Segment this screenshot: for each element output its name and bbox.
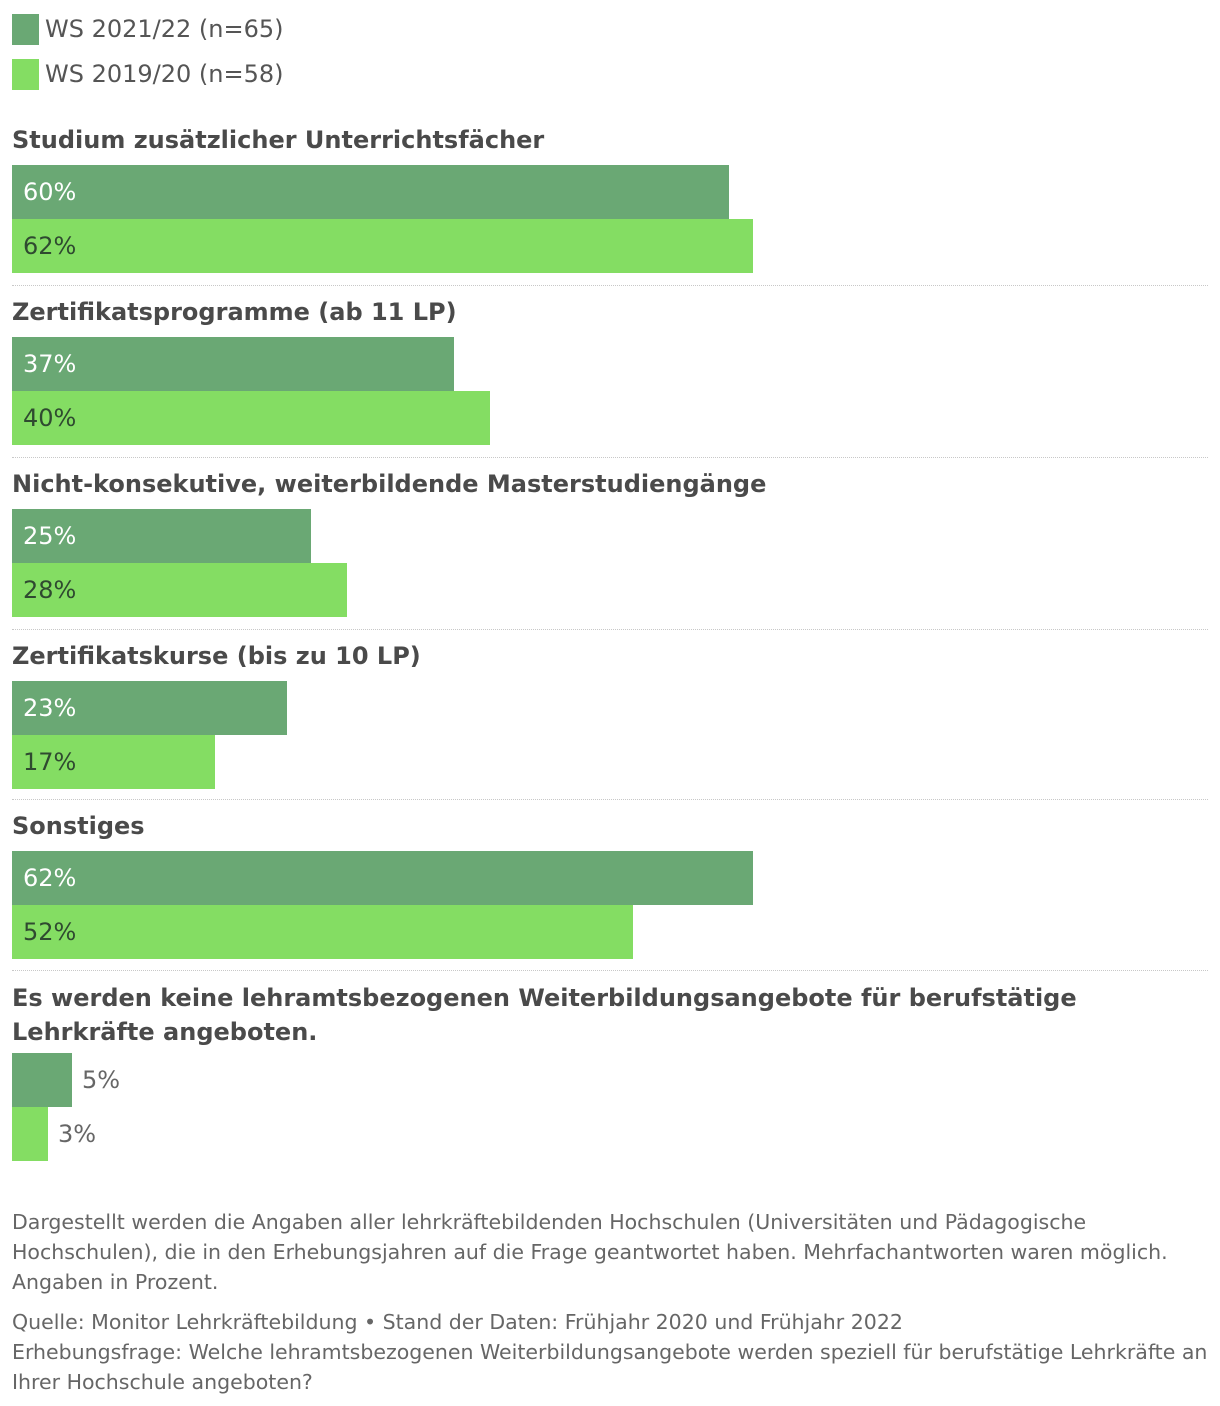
category-label: Sonstiges	[12, 812, 145, 840]
group-divider	[12, 629, 1208, 630]
group-divider	[12, 970, 1208, 971]
group-divider	[12, 285, 1208, 286]
bar-value-label: 5%	[82, 1066, 121, 1094]
legend-swatch-2019	[12, 58, 39, 90]
legend-label: WS 2019/20 (n=58)	[45, 60, 284, 88]
legend-label: WS 2021/22 (n=65)	[45, 15, 284, 43]
bar-value-label: 23%	[23, 694, 77, 722]
bar-value-label: 25%	[23, 522, 77, 550]
bar-ws-2021-22[interactable]	[12, 1053, 72, 1107]
bar-value-label: 62%	[23, 864, 77, 892]
legend-item-ws-2021-22[interactable]: WS 2021/22 (n=65)	[12, 12, 284, 46]
bar-ws-2019-20[interactable]	[12, 563, 347, 617]
bar-ws-2021-22[interactable]	[12, 165, 729, 219]
category-label: Nicht-konsekutive, weiterbildende Master…	[12, 470, 767, 498]
bar-ws-2021-22[interactable]	[12, 337, 454, 391]
bar-ws-2019-20[interactable]	[12, 219, 753, 273]
category-label: Zertifikatskurse (bis zu 10 LP)	[12, 642, 421, 670]
chart-description: Dargestellt werden die Angaben aller leh…	[12, 1210, 1168, 1294]
bar-ws-2019-20[interactable]	[12, 735, 215, 789]
bar-value-label: 40%	[23, 404, 77, 432]
bar-value-label: 60%	[23, 178, 77, 206]
bar-ws-2019-20[interactable]	[12, 1107, 48, 1161]
group-divider	[12, 799, 1208, 800]
legend: WS 2021/22 (n=65) WS 2019/20 (n=58)	[12, 12, 284, 102]
bar-value-label: 52%	[23, 918, 77, 946]
bar-value-label: 17%	[23, 748, 77, 776]
bar-ws-2021-22[interactable]	[12, 851, 753, 905]
category-label: Studium zusätzlicher Unterrichtsfächer	[12, 126, 545, 154]
bar-ws-2019-20[interactable]	[12, 905, 633, 959]
bar-value-label: 62%	[23, 232, 77, 260]
chart-source: Quelle: Monitor Lehrkräftebildung • Stan…	[12, 1310, 903, 1334]
bar-ws-2021-22[interactable]	[12, 509, 311, 563]
category-label: Es werden keine lehramtsbezogenen Weiter…	[12, 984, 1077, 1046]
category-label: Zertifikatsprogramme (ab 11 LP)	[12, 298, 457, 326]
bar-ws-2021-22[interactable]	[12, 681, 287, 735]
bar-value-label: 28%	[23, 576, 77, 604]
bar-value-label: 37%	[23, 350, 77, 378]
legend-swatch-2021	[12, 13, 39, 45]
legend-item-ws-2019-20[interactable]: WS 2019/20 (n=58)	[12, 57, 284, 91]
survey-question: Erhebungsfrage: Welche lehramtsbezogenen…	[12, 1340, 1208, 1394]
bar-value-label: 3%	[58, 1120, 97, 1148]
bar-ws-2019-20[interactable]	[12, 391, 490, 445]
group-divider	[12, 457, 1208, 458]
